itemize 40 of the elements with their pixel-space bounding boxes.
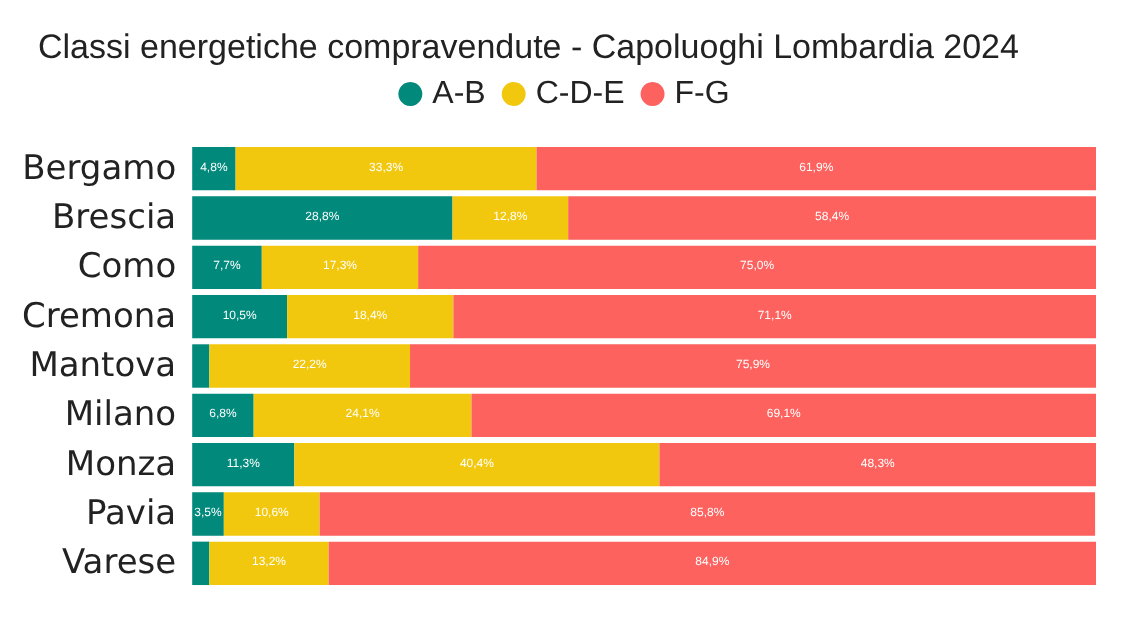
y-tick-label: Mantova	[29, 346, 177, 386]
bar	[452, 196, 569, 240]
y-tick-label: Bergamo	[22, 148, 177, 189]
bar	[223, 492, 320, 536]
bar	[319, 492, 1096, 536]
bar	[192, 442, 295, 487]
legend-label: C-D-E	[535, 77, 625, 111]
bar	[294, 442, 660, 487]
bar	[192, 245, 262, 290]
bar	[568, 196, 1096, 240]
legend-label: A-B	[432, 77, 486, 111]
chart-title: Classi energetiche compravendute - Capoluoghi Lombardia 2024	[38, 28, 1019, 66]
bar	[253, 393, 472, 438]
bar	[536, 146, 1096, 191]
bar	[453, 294, 1096, 339]
bar	[192, 196, 453, 240]
bar	[192, 294, 288, 339]
bar	[192, 541, 210, 586]
y-tick-label: Varese	[61, 543, 177, 584]
bar	[659, 442, 1096, 487]
y-tick-label: Pavia	[85, 494, 177, 534]
bar	[192, 146, 236, 191]
bar	[235, 146, 537, 191]
y-tick-label: Brescia	[52, 198, 177, 238]
bar	[328, 541, 1096, 586]
bar	[261, 245, 419, 290]
bar	[287, 294, 454, 339]
bar	[209, 541, 329, 586]
bar	[192, 344, 210, 388]
bar	[209, 344, 411, 388]
bar	[410, 344, 1096, 388]
bar	[471, 393, 1096, 438]
y-tick-label: Milano	[64, 395, 177, 436]
bar	[418, 245, 1096, 290]
y-tick-label: Cremona	[21, 296, 177, 337]
bar	[192, 492, 224, 536]
y-tick-label: Monza	[65, 444, 177, 485]
y-tick-label: Como	[77, 247, 177, 288]
bar	[192, 393, 254, 438]
legend-label: F-G	[674, 77, 730, 111]
